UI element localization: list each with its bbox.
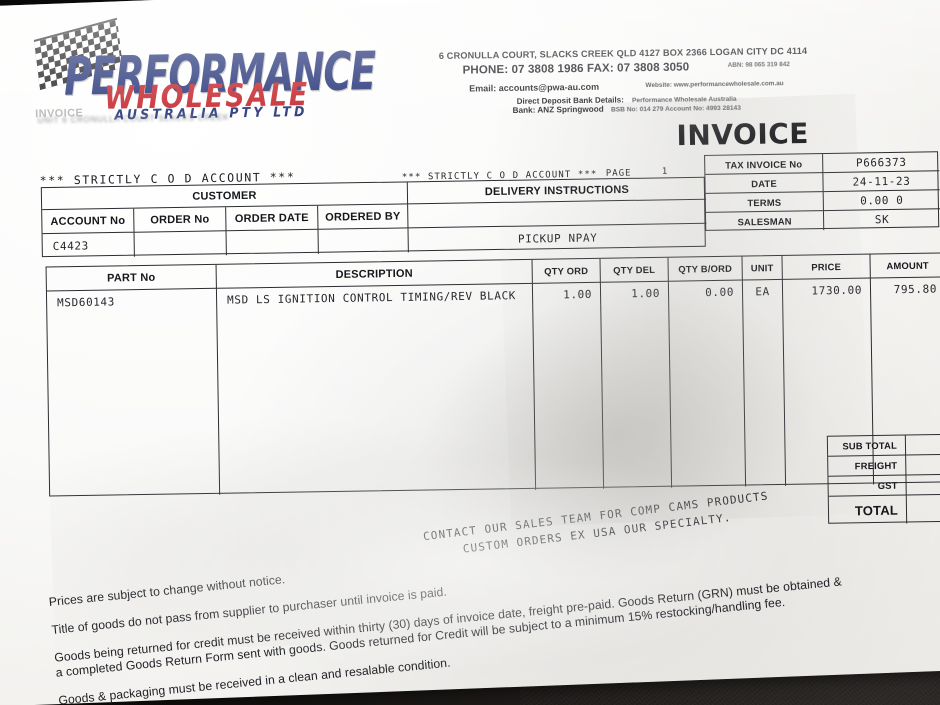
bank-account-value: BSB No: 014 279 Account No: 4993 28143 bbox=[611, 104, 741, 114]
totals-table: SUB TOTAL FREIGHT GST TOTAL bbox=[826, 433, 940, 525]
company-website: Website: www.performancewholesale.com.au bbox=[645, 80, 784, 90]
order-no-header: ORDER No bbox=[134, 207, 227, 233]
account-no-value: C4423 bbox=[42, 232, 135, 259]
amount-header: AMOUNT bbox=[870, 253, 940, 279]
table-body-col bbox=[669, 302, 747, 488]
date-label: DATE bbox=[705, 173, 824, 194]
salesman-label: SALESMAN bbox=[705, 211, 825, 232]
gst-value bbox=[906, 474, 940, 496]
salesman-value: SK bbox=[874, 213, 890, 227]
unit-header: UNIT bbox=[742, 255, 783, 281]
qty-del-header: QTY DEL bbox=[600, 257, 669, 283]
tax-invoice-no-value: P666373 bbox=[823, 152, 940, 174]
company-phone-fax: PHONE: 07 3808 1986 FAX: 07 3808 3050 bbox=[462, 60, 690, 77]
table-body-col bbox=[47, 310, 221, 498]
qty-bord-value: 0.00 bbox=[668, 280, 744, 304]
invoice-meta-table: TAX INVOICE No P666373 DATE 24-11-23 TER… bbox=[704, 151, 940, 232]
part-no-value: MSD60143 bbox=[46, 288, 218, 314]
unit-value: EA bbox=[742, 279, 784, 303]
ordered-by-value bbox=[318, 228, 409, 254]
table-body-col bbox=[743, 301, 787, 487]
table-body-col bbox=[533, 304, 605, 490]
price-header: PRICE bbox=[782, 254, 871, 280]
gst-label: GST bbox=[828, 475, 907, 497]
company-email: Email: accounts@pwa-au.com bbox=[469, 81, 600, 94]
total-value bbox=[907, 495, 940, 524]
account-no-header: ACCOUNT No bbox=[42, 208, 135, 235]
qty-ord-header: QTY ORD bbox=[532, 258, 601, 284]
page-number: 1 bbox=[661, 166, 668, 178]
line-items-table: PART No DESCRIPTION QTY ORD QTY DEL QTY … bbox=[45, 252, 940, 498]
terms-label: TERMS bbox=[705, 192, 824, 213]
price-value: 1730.00 bbox=[782, 278, 872, 302]
bank-name-label: Bank: ANZ Springwood bbox=[512, 104, 604, 115]
order-date-value bbox=[226, 229, 319, 256]
qty-bord-header: QTY B/ORD bbox=[668, 256, 743, 282]
customer-delivery-table: CUSTOMER DELIVERY INSTRUCTIONS ACCOUNT N… bbox=[40, 176, 707, 259]
ordered-by-header: ORDERED BY bbox=[318, 204, 409, 230]
sub-total-value bbox=[905, 434, 940, 456]
order-no-value bbox=[134, 231, 227, 257]
freight-label: FREIGHT bbox=[828, 455, 907, 477]
part-no-header: PART No bbox=[46, 264, 217, 292]
date-value: 24-11-23 bbox=[823, 171, 940, 193]
company-abn: ABN: 98 065 319 842 bbox=[727, 61, 790, 69]
table-body-col bbox=[217, 305, 537, 495]
table-body-col bbox=[601, 303, 673, 489]
document-title: INVOICE bbox=[676, 116, 810, 153]
bank-details-value: Performance Wholesale Australia bbox=[632, 95, 737, 105]
sub-total-label: SUB TOTAL bbox=[827, 435, 907, 457]
faint-address-text: UNIT 6 CRONULLA COURT SLACKS CREEK bbox=[37, 112, 230, 126]
qty-ord-value: 1.00 bbox=[532, 282, 602, 306]
freight-value bbox=[906, 454, 940, 476]
order-date-header: ORDER DATE bbox=[226, 205, 319, 232]
tax-invoice-no-label: TAX INVOICE No bbox=[705, 154, 824, 175]
delivery-instructions-value: PICKUP NPAY bbox=[517, 230, 598, 246]
qty-del-value: 1.00 bbox=[600, 281, 670, 305]
terms-value: 0.00 0 bbox=[823, 190, 940, 212]
company-contact-block: 6 CRONULLA COURT, SLACKS CREEK QLD 4127 … bbox=[426, 46, 827, 117]
amount-value: 795.80 bbox=[893, 282, 938, 296]
